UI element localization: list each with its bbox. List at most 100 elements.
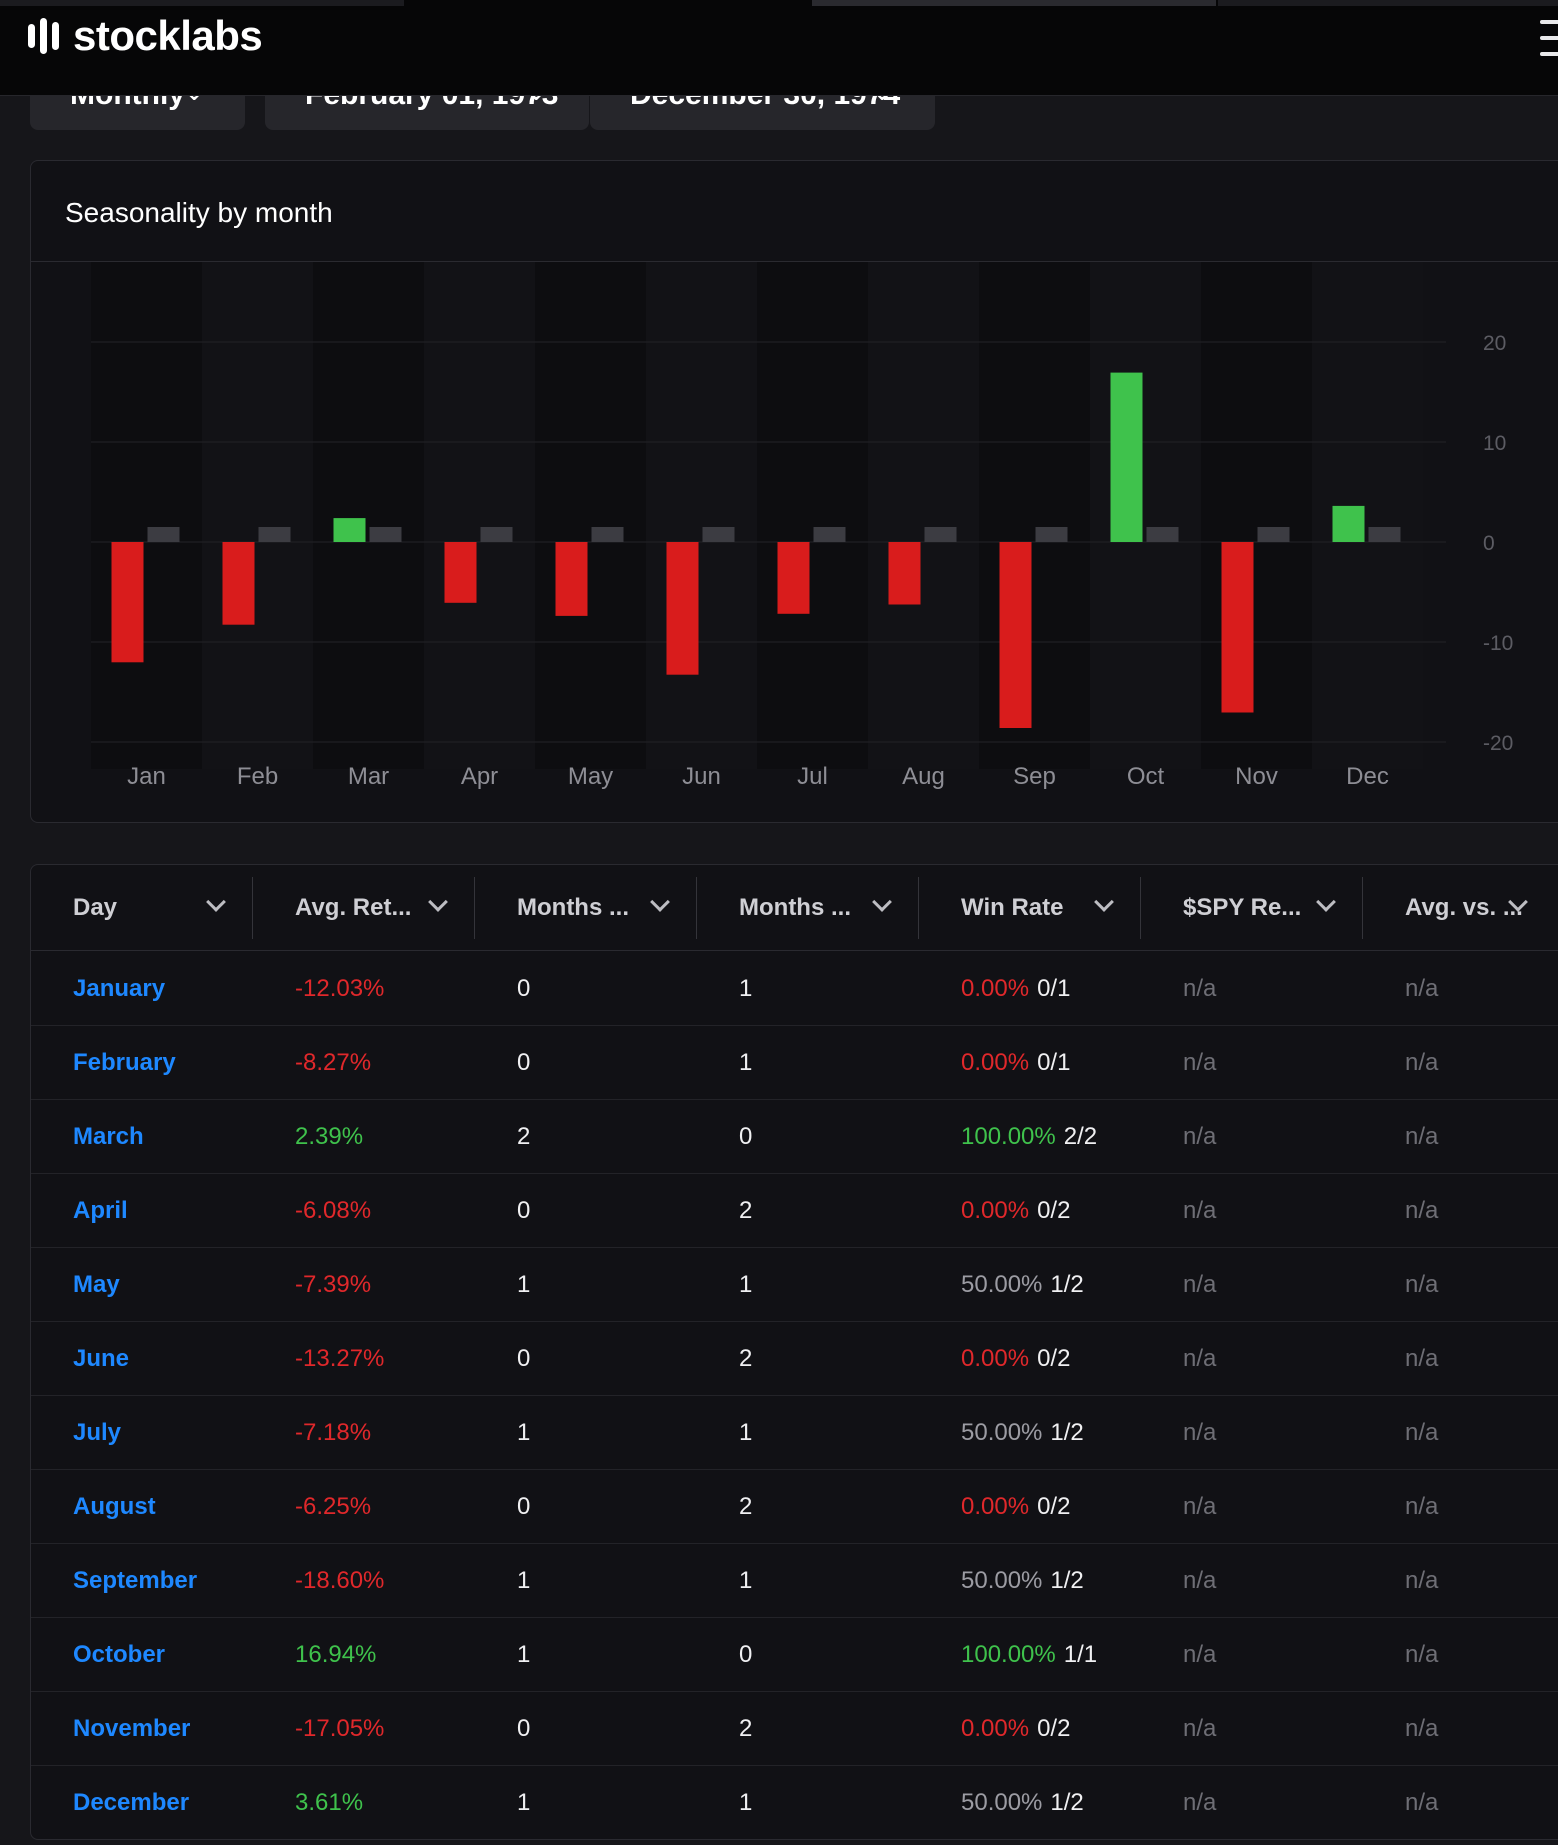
browser-tab-strip xyxy=(1218,0,1558,6)
chevron-down-icon[interactable] xyxy=(872,892,892,912)
months-up-cell-text: 0 xyxy=(517,1345,531,1372)
column-months-down-header[interactable]: Months ... xyxy=(697,865,919,951)
column-avg-return-header[interactable]: Avg. Ret... xyxy=(253,865,475,951)
chevron-down-icon[interactable] xyxy=(428,892,448,912)
table-row[interactable]: February -8.27% 0 1 0.00% 0/1 n/a n/a xyxy=(31,1026,1558,1100)
month-link[interactable]: February xyxy=(31,1026,176,1100)
spy-return-cell-text: n/a xyxy=(1183,1419,1217,1446)
month-link-text[interactable]: February xyxy=(73,1049,176,1076)
column-separator[interactable] xyxy=(474,877,475,939)
avg-vs-spy-cell-text: n/a xyxy=(1405,1197,1439,1224)
month-link[interactable]: December xyxy=(31,1766,190,1839)
x-tick-label: Oct xyxy=(1127,763,1165,790)
spy-return-cell: n/a xyxy=(1141,1174,1216,1248)
avg-return-cell: -13.27% xyxy=(253,1322,384,1396)
table-row[interactable]: October 16.94% 1 0 100.00% 1/1 n/a n/a xyxy=(31,1618,1558,1692)
chevron-down-icon[interactable] xyxy=(1094,892,1114,912)
table-row[interactable]: November -17.05% 0 2 0.00% 0/2 n/a n/a xyxy=(31,1692,1558,1766)
month-link-text[interactable]: March xyxy=(73,1123,144,1150)
stocklabs-logo[interactable]: stocklabs xyxy=(28,12,263,59)
win-count: 1/2 xyxy=(1050,1419,1084,1446)
month-link-text[interactable]: August xyxy=(73,1493,156,1520)
win-rate-percent: 50.00% xyxy=(961,1419,1043,1446)
spy-return-cell-text: n/a xyxy=(1183,1567,1217,1594)
table-row[interactable]: July -7.18% 1 1 50.00% 1/2 n/a n/a xyxy=(31,1396,1558,1470)
column-separator[interactable] xyxy=(252,877,253,939)
return-bar xyxy=(222,542,255,625)
month-link[interactable]: September xyxy=(31,1544,197,1618)
column-avg-vs-spy-header[interactable]: Avg. vs. ... xyxy=(1363,865,1558,951)
chevron-down-icon[interactable] xyxy=(1316,892,1336,912)
spy-return-cell: n/a xyxy=(1141,1396,1216,1470)
benchmark-bar xyxy=(258,527,291,542)
y-tick-label: 0 xyxy=(1483,532,1495,555)
table-row[interactable]: April -6.08% 0 2 0.00% 0/2 n/a n/a xyxy=(31,1174,1558,1248)
benchmark-bar xyxy=(480,527,513,542)
months-up-cell: 1 xyxy=(475,1544,530,1618)
win-rate-percent: 50.00% xyxy=(961,1567,1043,1594)
table-row[interactable]: September -18.60% 1 1 50.00% 1/2 n/a n/a xyxy=(31,1544,1558,1618)
benchmark-bar xyxy=(924,527,957,542)
avg-return-cell-text: -8.27% xyxy=(295,1049,372,1076)
table-row[interactable]: March 2.39% 2 0 100.00% 2/2 n/a n/a xyxy=(31,1100,1558,1174)
month-link-text[interactable]: September xyxy=(73,1567,198,1594)
month-link[interactable]: October xyxy=(31,1618,165,1692)
month-link[interactable]: April xyxy=(31,1174,128,1248)
table-row[interactable]: January -12.03% 0 1 0.00% 0/1 n/a n/a xyxy=(31,952,1558,1026)
avg-vs-spy-cell-text: n/a xyxy=(1405,1049,1439,1076)
month-link[interactable]: May xyxy=(31,1248,120,1322)
avg-vs-spy-cell: n/a xyxy=(1363,1026,1438,1100)
hamburger-menu-icon[interactable] xyxy=(1540,20,1558,56)
avg-vs-spy-cell-text: n/a xyxy=(1405,1567,1439,1594)
month-link[interactable]: January xyxy=(31,952,165,1026)
months-up-cell: 0 xyxy=(475,1026,530,1100)
avg-return-cell: -8.27% xyxy=(253,1026,371,1100)
table-row[interactable]: June -13.27% 0 2 0.00% 0/2 n/a n/a xyxy=(31,1322,1558,1396)
avg-return-cell-text: -7.39% xyxy=(295,1271,372,1298)
month-link[interactable]: March xyxy=(31,1100,144,1174)
table-row[interactable]: December 3.61% 1 1 50.00% 1/2 n/a n/a xyxy=(31,1766,1558,1839)
month-link-text[interactable]: November xyxy=(73,1715,191,1742)
x-tick-label: Jan xyxy=(127,763,166,790)
month-link-text[interactable]: July xyxy=(73,1419,122,1446)
month-link[interactable]: November xyxy=(31,1692,190,1766)
top-navigation-bar: stocklabs xyxy=(0,0,1558,96)
table-header-row: Day Avg. Ret... Months ... Months ... Win Ra… xyxy=(31,865,1558,951)
avg-return-cell: 2.39% xyxy=(253,1100,363,1174)
column-separator[interactable] xyxy=(696,877,697,939)
column-separator[interactable] xyxy=(1140,877,1141,939)
column-months-up-header[interactable]: Months ... xyxy=(475,865,697,951)
column-spy-return-header[interactable]: $SPY Re... xyxy=(1141,865,1363,951)
avg-return-cell: -6.08% xyxy=(253,1174,371,1248)
table-row[interactable]: May -7.39% 1 1 50.00% 1/2 n/a n/a xyxy=(31,1248,1558,1322)
column-separator[interactable] xyxy=(1362,877,1363,939)
month-link[interactable]: August xyxy=(31,1470,156,1544)
chevron-down-icon[interactable] xyxy=(206,892,226,912)
month-link-text[interactable]: October xyxy=(73,1641,166,1668)
avg-vs-spy-cell: n/a xyxy=(1363,952,1438,1026)
table-row[interactable]: August -6.25% 0 2 0.00% 0/2 n/a n/a xyxy=(31,1470,1558,1544)
months-up-cell: 1 xyxy=(475,1618,530,1692)
month-link[interactable]: June xyxy=(31,1322,129,1396)
month-link-text[interactable]: June xyxy=(73,1345,130,1372)
chevron-down-icon[interactable] xyxy=(650,892,670,912)
browser-tab-strip xyxy=(812,0,1216,6)
month-link[interactable]: July xyxy=(31,1396,121,1470)
month-link-text[interactable]: April xyxy=(73,1197,128,1224)
win-count: 1/2 xyxy=(1050,1271,1084,1298)
month-link-text[interactable]: December xyxy=(73,1789,190,1816)
avg-return-cell-text: 2.39% xyxy=(295,1123,364,1150)
header-label: $SPY Re... xyxy=(1183,894,1302,921)
return-bar xyxy=(999,542,1032,728)
avg-vs-spy-cell-text: n/a xyxy=(1405,975,1439,1002)
month-link-text[interactable]: January xyxy=(73,975,166,1002)
benchmark-bar xyxy=(813,527,846,542)
win-rate-percent: 50.00% xyxy=(961,1789,1043,1816)
column-day-header[interactable]: Day xyxy=(31,865,253,951)
month-link-text[interactable]: May xyxy=(73,1271,120,1298)
avg-return-cell-text: 3.61% xyxy=(295,1789,364,1816)
column-win-rate-header[interactable]: Win Rate xyxy=(919,865,1141,951)
y-tick-label: 20 xyxy=(1483,332,1506,355)
column-separator[interactable] xyxy=(918,877,919,939)
avg-vs-spy-cell-text: n/a xyxy=(1405,1715,1439,1742)
